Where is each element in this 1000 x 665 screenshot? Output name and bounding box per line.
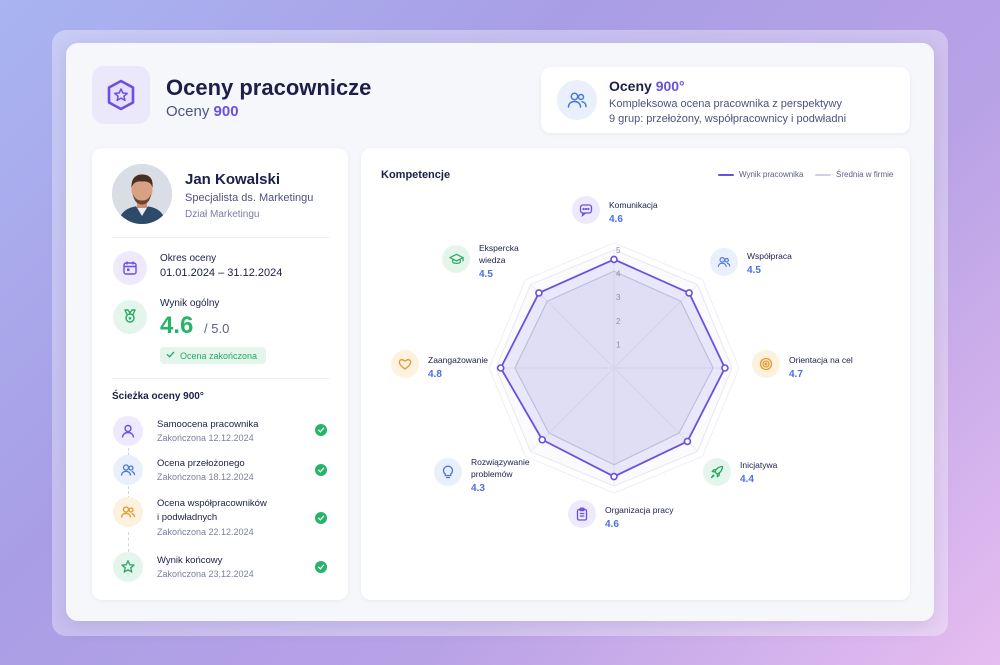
lightbulb-icon	[434, 458, 462, 486]
competency-value: 4.4	[740, 474, 754, 485]
data-point	[721, 364, 729, 372]
step-date: Zakończona 18.12.2024	[157, 472, 254, 482]
competency-label: Ekspercka wiedza	[479, 243, 519, 265]
competency-label: Zaangażowanie	[428, 355, 489, 365]
step-name: Ocena przełożonego	[157, 458, 245, 469]
heart-icon	[391, 350, 419, 378]
competency-label: Organizacja pracy	[605, 505, 674, 515]
clipboard-icon	[568, 500, 596, 528]
check-icon	[166, 350, 175, 361]
target-icon	[752, 350, 780, 378]
data-point	[496, 364, 505, 372]
competency-label: Komunikacja	[609, 200, 658, 210]
radar-chart: 1 2 3 4 5	[488, 242, 740, 494]
competency-label: Orientacja na cel	[789, 355, 853, 365]
competency-value: 4.6	[609, 214, 623, 225]
grid-spoke	[613, 367, 698, 452]
employee-department: Dział Marketingu	[185, 209, 260, 220]
employee-name: Jan Kowalski	[185, 171, 281, 188]
info-title: Oceny 900°	[609, 78, 685, 94]
competency-label: Inicjatywa	[740, 460, 778, 470]
people-icon	[710, 248, 738, 276]
divider	[112, 237, 329, 238]
period-label: Okres oceny	[160, 253, 217, 264]
step-date: Zakończona 23.12.2024	[157, 569, 254, 579]
step-name: Ocena współpracowników i podwładnych	[157, 498, 267, 523]
check-icon	[315, 464, 327, 476]
employee-role: Specjalista ds. Marketingu	[185, 192, 314, 204]
grid-spoke	[530, 284, 615, 369]
overall-score: 4.6	[160, 312, 194, 339]
competency-label: Współpraca	[747, 251, 792, 261]
chat-icon	[572, 196, 600, 224]
legend-average: Średnia w firmie	[815, 170, 893, 179]
calendar-icon	[113, 251, 147, 285]
path-connector	[128, 486, 129, 499]
period-value: 01.01.2024 – 31.12.2024	[160, 267, 283, 279]
shield-star-icon	[107, 79, 135, 111]
tick-label: 3	[616, 293, 621, 302]
data-point	[683, 437, 692, 446]
competency-value: 4.3	[471, 483, 485, 494]
series-average	[514, 270, 714, 466]
overall-max: / 5.0	[204, 321, 230, 336]
users-icon	[557, 80, 597, 120]
competencies-title: Kompetencje	[381, 169, 451, 181]
data-point	[610, 255, 618, 264]
avatar	[112, 164, 172, 224]
divider	[112, 378, 329, 379]
path-connector	[128, 532, 129, 552]
competency-value: 4.6	[605, 519, 619, 530]
legend-employee: Wynik pracownika	[718, 170, 803, 179]
page-title: Oceny pracownicze	[166, 75, 372, 100]
competency-value: 4.7	[789, 369, 803, 380]
path-title: Ścieżka oceny 900°	[112, 391, 204, 402]
check-icon	[315, 512, 327, 524]
grid-spoke	[613, 284, 698, 369]
step-date: Zakończona 22.12.2024	[157, 527, 254, 537]
tick-label: 2	[616, 317, 621, 326]
info-description: Kompleksowa ocena pracownika z perspekty…	[609, 98, 847, 125]
tick-label: 1	[616, 340, 621, 349]
data-point	[685, 289, 693, 297]
users-icon	[113, 455, 143, 485]
grid-ring	[488, 242, 740, 494]
step-date: Zakończona 12.12.2024	[157, 433, 254, 443]
tick-label: 4	[616, 270, 621, 279]
rocket-icon	[703, 458, 731, 486]
team-icon	[113, 497, 143, 527]
check-icon	[315, 561, 327, 573]
step-name: Wynik końcowy	[157, 555, 223, 566]
tick-label: 5	[616, 246, 621, 255]
star-icon	[113, 552, 143, 582]
info-card: Oceny 900° Kompleksowa ocena pracownika …	[541, 67, 910, 133]
competency-value: 4.5	[479, 269, 493, 280]
status-badge: Ocena zakończona	[160, 347, 266, 364]
user-icon	[113, 416, 143, 446]
employee-card: Jan Kowalski Specjalista ds. Marketingu …	[92, 148, 348, 600]
competency-label: Rozwiązywanie problemów	[471, 457, 530, 479]
competency-value: 4.5	[747, 265, 761, 276]
page-subtitle: Oceny 900	[166, 103, 239, 120]
graduation-cap-icon	[442, 245, 470, 273]
award-icon	[113, 300, 147, 334]
competencies-card: Kompetencje Wynik pracownika Średnia w f…	[361, 148, 910, 600]
path-connector	[128, 448, 129, 460]
step-name: Samoocena pracownika	[157, 419, 259, 430]
check-icon	[315, 424, 327, 436]
data-point	[535, 289, 543, 297]
competency-value: 4.8	[428, 369, 442, 380]
logo	[92, 66, 150, 124]
data-point	[610, 472, 618, 481]
overall-label: Wynik ogólny	[160, 298, 220, 309]
data-point	[538, 435, 547, 444]
